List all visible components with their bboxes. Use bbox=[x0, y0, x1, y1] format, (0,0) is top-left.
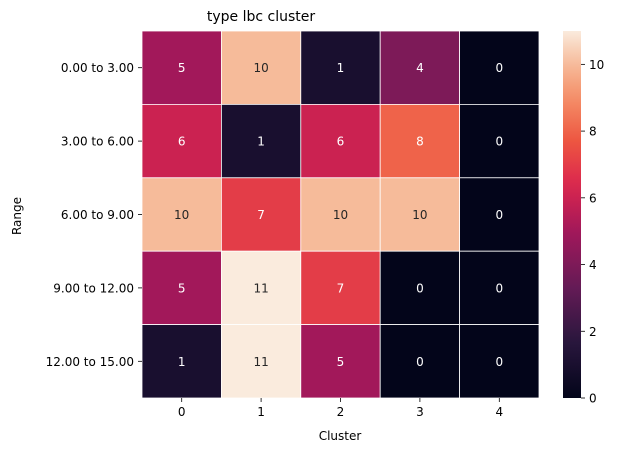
heatmap-cell bbox=[141, 324, 222, 399]
heatmap-cell bbox=[300, 104, 381, 179]
cell-value-label: 6 bbox=[337, 135, 345, 149]
cell-annotations: 5 10 1 4 06 1 6 8 010 7 10 10 05 11 7 0 01 11 5 0 0 bbox=[174, 61, 503, 369]
heatmap-cell bbox=[141, 30, 222, 105]
colorbar-tick-label: 4 bbox=[589, 258, 597, 272]
heatmap-cell bbox=[300, 177, 381, 252]
cell-value-label: 0 bbox=[416, 281, 424, 295]
heatmap-cell bbox=[459, 250, 540, 325]
cell-value-label: 10 bbox=[253, 61, 268, 75]
heatmap-cell bbox=[379, 250, 461, 325]
y-axis: 0.00 to 3.00 3.00 to 6.00 6.00 to 9.00 9.00… bbox=[46, 61, 142, 369]
colorbar-tick-label: 6 bbox=[589, 191, 597, 205]
cell-value-label: 0 bbox=[416, 355, 424, 369]
heatmap-cell bbox=[459, 177, 540, 252]
cell-value-label: 5 bbox=[178, 61, 186, 75]
cell-value-label: 10 bbox=[174, 208, 189, 222]
y-tick-label: 9.00 to 12.00 bbox=[53, 281, 134, 295]
cell-value-label: 7 bbox=[257, 208, 265, 222]
heatmap-cell bbox=[300, 324, 381, 399]
heatmap-cell bbox=[220, 30, 302, 105]
colorbar-tick-label: 8 bbox=[589, 125, 597, 139]
colorbar-gradient bbox=[563, 31, 581, 398]
y-tick-label: 6.00 to 9.00 bbox=[61, 208, 134, 222]
cell-value-label: 0 bbox=[495, 281, 503, 295]
cell-value-label: 5 bbox=[337, 355, 345, 369]
cell-value-label: 0 bbox=[495, 208, 503, 222]
colorbar: 0 2 4 6 8 10 bbox=[563, 31, 604, 406]
cell-value-label: 10 bbox=[333, 208, 348, 222]
chart-title: type lbc cluster bbox=[207, 9, 316, 25]
x-tick-label: 2 bbox=[337, 405, 345, 419]
cell-value-label: 4 bbox=[416, 61, 424, 75]
y-tick-label: 0.00 to 3.00 bbox=[61, 61, 134, 75]
colorbar-tick-label: 0 bbox=[589, 392, 597, 406]
cell-value-label: 11 bbox=[253, 355, 268, 369]
colorbar-tick-label: 10 bbox=[589, 58, 604, 72]
cell-value-label: 1 bbox=[337, 61, 345, 75]
cell-value-label: 5 bbox=[178, 281, 186, 295]
heatmap-cell bbox=[141, 104, 222, 179]
cell-value-label: 1 bbox=[178, 355, 186, 369]
cell-value-label: 10 bbox=[412, 208, 427, 222]
heatmap-cell bbox=[220, 177, 302, 252]
x-axis: 0 1 2 3 4 bbox=[178, 398, 503, 419]
x-tick-label: 1 bbox=[257, 405, 265, 419]
x-axis-label: Cluster bbox=[319, 429, 362, 443]
cell-value-label: 0 bbox=[495, 135, 503, 149]
x-tick-label: 3 bbox=[416, 405, 424, 419]
y-tick-label: 12.00 to 15.00 bbox=[46, 355, 134, 369]
cell-value-label: 6 bbox=[178, 135, 186, 149]
cell-value-label: 8 bbox=[416, 135, 424, 149]
colorbar-tick-label: 2 bbox=[589, 325, 597, 339]
x-tick-label: 4 bbox=[495, 405, 503, 419]
cell-value-label: 11 bbox=[253, 281, 268, 295]
heatmap-cell bbox=[459, 104, 540, 179]
y-tick-label: 3.00 to 6.00 bbox=[61, 135, 134, 149]
cell-value-label: 7 bbox=[337, 281, 345, 295]
heatmap-cell bbox=[220, 324, 302, 399]
y-axis-label: Range bbox=[10, 197, 24, 235]
heatmap-cell bbox=[459, 324, 540, 399]
heatmap-cells bbox=[141, 30, 540, 399]
cell-value-label: 1 bbox=[257, 135, 265, 149]
heatmap-cell bbox=[379, 177, 461, 252]
heatmap-cell bbox=[300, 250, 381, 325]
x-tick-label: 0 bbox=[178, 405, 186, 419]
heatmap-cell bbox=[379, 30, 461, 105]
cell-value-label: 0 bbox=[495, 355, 503, 369]
heatmap-cell bbox=[220, 250, 302, 325]
cell-value-label: 0 bbox=[495, 61, 503, 75]
heatmap-cell bbox=[459, 30, 540, 105]
heatmap-cell bbox=[300, 30, 381, 105]
